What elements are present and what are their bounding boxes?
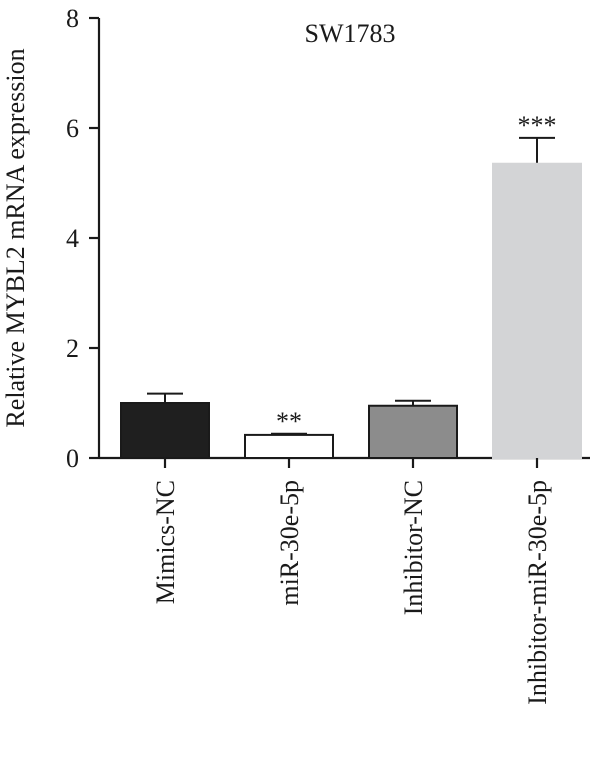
chart-title: SW1783 [305,19,396,48]
x-tick-label: Inhibitor-NC [399,480,428,615]
significance-label: ** [276,407,302,436]
significance-label: *** [518,111,557,140]
bar [492,162,582,459]
y-tick-label: 2 [66,334,79,363]
y-axis-title: Relative MYBL2 mRNA expression [1,48,30,427]
y-tick-label: 8 [66,4,79,33]
x-tick-label: miR-30e-5p [275,480,304,606]
x-tick-label: Inhibitor-miR-30e-5p [523,480,552,705]
y-tick-label: 6 [66,114,79,143]
bar [244,433,334,459]
bar [120,402,210,459]
y-tick-label: 0 [66,444,79,473]
y-tick-label: 4 [66,224,79,253]
x-tick-label: Mimics-NC [151,480,180,604]
bar [368,404,458,459]
